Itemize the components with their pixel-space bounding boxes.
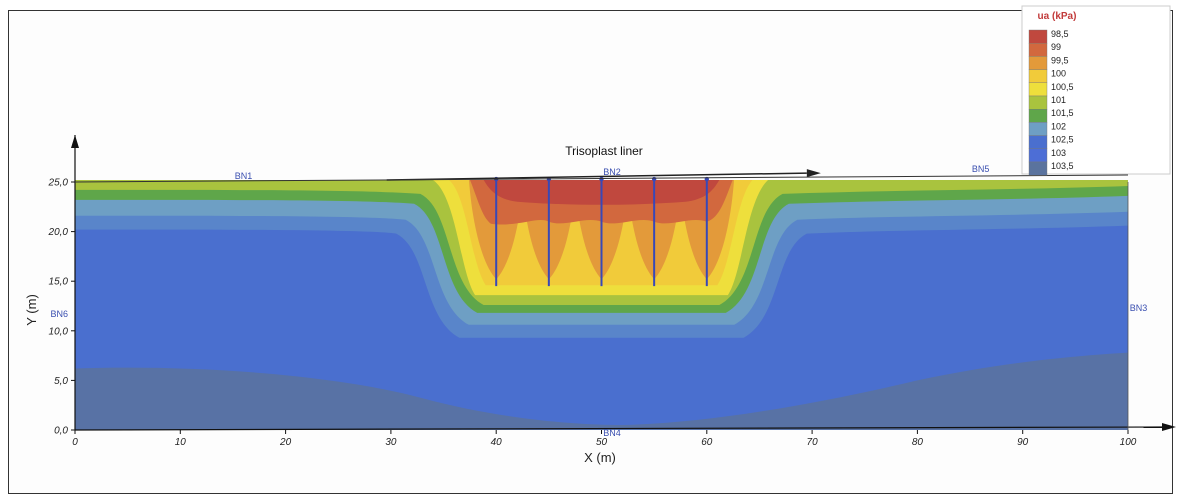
x-tick-label: 80: [912, 437, 924, 448]
legend-swatch: [1028, 29, 1048, 44]
x-axis-arrow: [1162, 423, 1176, 431]
legend-label: 98,5: [1051, 29, 1069, 39]
boundary-label-bn1: BN1: [235, 171, 253, 181]
boundary-label-bn6: BN6: [50, 309, 68, 319]
legend-swatch: [1028, 95, 1048, 110]
legend-label: 99,5: [1051, 55, 1069, 65]
boundary-label-bn3: BN3: [1130, 303, 1148, 313]
x-tick-label: 20: [279, 437, 292, 448]
x-tick-label: 50: [596, 437, 608, 448]
legend-swatch: [1028, 43, 1048, 57]
legend-swatch: [1028, 56, 1048, 70]
legend-swatch: [1028, 161, 1048, 176]
wells: [386, 169, 821, 287]
x-tick-label: 10: [175, 437, 187, 448]
legend-swatch: [1028, 122, 1048, 136]
boundary-labels: BN1 BN2 BN3 BN4 BN5 BN6: [50, 164, 1147, 438]
legend-label: 102: [1051, 121, 1066, 131]
x-tick-label: 90: [1017, 437, 1029, 448]
legend-swatch: [1028, 148, 1048, 163]
contour-band-bottom: [75, 352, 1128, 430]
liner-line: [386, 172, 807, 181]
legend-swatch: [1028, 108, 1048, 123]
y-tick-label: 10,0: [49, 326, 69, 337]
y-tick-label: 25,0: [48, 178, 69, 189]
legend-label: 103: [1051, 148, 1066, 158]
legend-label: 103,5: [1051, 161, 1074, 171]
y-tick-label: 0,0: [54, 426, 68, 437]
x-axis-label: X (m): [584, 450, 616, 465]
y-axis-arrow: [71, 135, 79, 148]
x-tick-label: 100: [1120, 437, 1137, 448]
legend-swatch: [1028, 69, 1048, 83]
legend-label: 100,5: [1051, 82, 1074, 92]
legend-label: 101: [1051, 95, 1066, 105]
top-surface-line: [74, 174, 1129, 183]
well-head-3: [599, 176, 604, 182]
legend-title: ua (kPa): [1038, 11, 1077, 22]
y-tick-label: 15,0: [49, 277, 69, 288]
y-tick-label: 20,0: [48, 227, 69, 238]
legend-label: 100: [1051, 69, 1066, 79]
x-tick-label: 0: [72, 437, 78, 448]
legend: ua (kPa) 98,5 99 99,5 100 100,5 101 101,5 102 10…: [1021, 5, 1171, 176]
legend-label: 101,5: [1051, 108, 1074, 118]
x-tick-label: 30: [385, 437, 397, 448]
liner-annotation: Trisoplast liner: [565, 144, 643, 158]
ticks: 0 10 20 30 40 50 60 70 80 90 100 0,0 5,0 10,0 15,0 20,0…: [48, 178, 1137, 449]
x-tick-label: 60: [701, 437, 713, 448]
x-tick-label: 40: [491, 437, 503, 448]
x-tick-label: 70: [807, 437, 819, 448]
y-axis-label: Y (m): [24, 294, 39, 326]
legend-swatch: [1028, 135, 1048, 150]
legend-swatch: [1028, 82, 1048, 97]
x-axis-line: [74, 426, 1166, 431]
boundary-label-bn2: BN2: [603, 167, 621, 177]
well-head-4: [651, 176, 657, 182]
legend-label: 99: [1051, 42, 1061, 52]
boundary-label-bn5: BN5: [972, 164, 990, 174]
boundary-label-bn4: BN4: [603, 428, 621, 438]
y-tick-label: 5,0: [54, 376, 68, 387]
legend-label: 102,5: [1051, 135, 1074, 145]
legend-items: 98,5 99 99,5 100 100,5 101 101,5 102 102,5 103 103…: [1028, 29, 1074, 176]
liner-arrow: [806, 169, 821, 178]
